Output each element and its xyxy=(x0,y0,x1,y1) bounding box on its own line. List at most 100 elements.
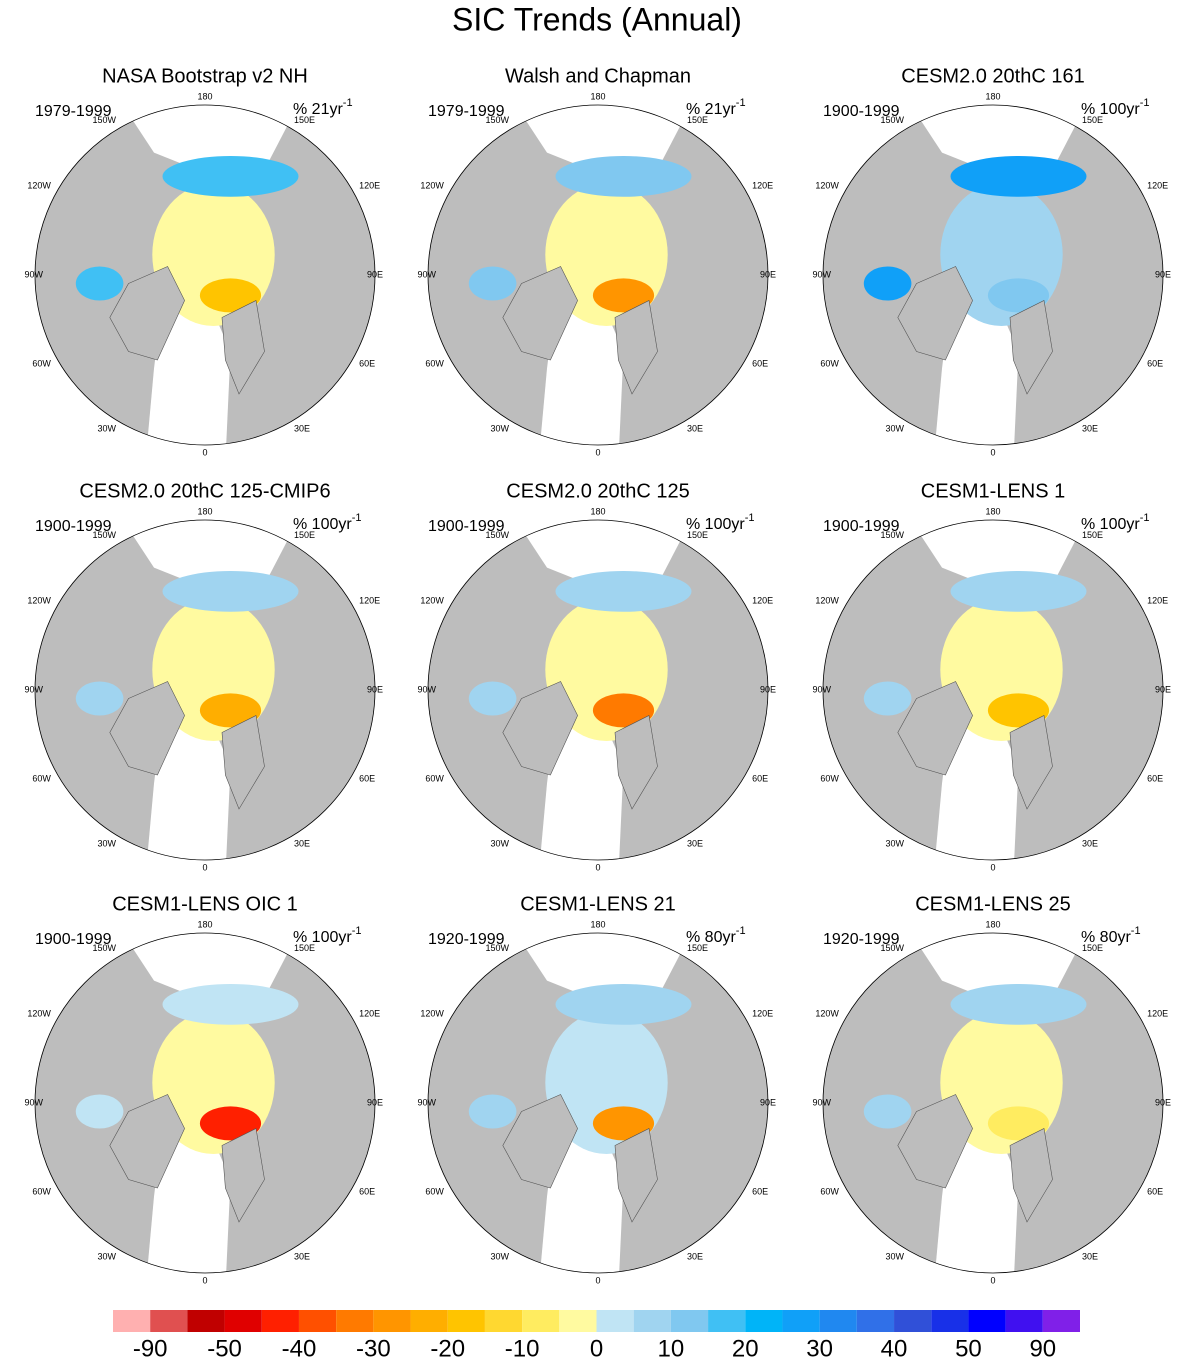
sea-ice-trend xyxy=(468,681,517,716)
longitude-label: 0 xyxy=(202,447,207,457)
longitude-label: 150E xyxy=(294,943,315,953)
ocean xyxy=(933,1128,1019,1273)
longitude-label: 180 xyxy=(985,506,1000,516)
units-exponent: -1 xyxy=(1140,97,1150,109)
land xyxy=(1009,1128,1053,1223)
units: % 21yr-1 xyxy=(686,97,746,118)
land xyxy=(614,300,658,395)
longitude-label: 30W xyxy=(490,424,509,434)
longitude-label: 90E xyxy=(1155,684,1171,694)
period: 1900-1999 xyxy=(35,518,112,535)
longitude-label: 150E xyxy=(1082,530,1103,540)
ocean xyxy=(538,715,624,860)
sea-ice-trend xyxy=(592,693,655,728)
longitude-label: 120E xyxy=(359,595,380,605)
units-exponent: -1 xyxy=(1140,512,1150,524)
longitude-label: 30W xyxy=(885,1252,904,1262)
map-panel: 0 30E 60E 90E 120E 150E 180 150W 120W 90W 60W 30W CE… xyxy=(24,893,383,1285)
map-border xyxy=(34,519,376,861)
colorbar-label: 10 xyxy=(658,1335,685,1362)
longitude-label: 150W xyxy=(92,530,116,540)
longitude-label: 150E xyxy=(687,943,708,953)
period: 1920-1999 xyxy=(428,931,505,948)
sea-ice-trend xyxy=(199,278,262,313)
longitude-label: 90E xyxy=(760,1097,776,1107)
ocean xyxy=(538,1128,624,1273)
colorbar-box xyxy=(596,1310,634,1332)
colorbar-box xyxy=(782,1310,820,1332)
colorbar-box xyxy=(484,1310,523,1332)
panel-title: CESM2.0 20thC 125-CMIP6 xyxy=(79,480,330,502)
longitude-label: 30W xyxy=(885,424,904,434)
longitude-label: 90E xyxy=(760,269,776,279)
colorbar-box xyxy=(261,1310,299,1332)
longitude-label: 150E xyxy=(687,115,708,125)
longitude-label: 90E xyxy=(367,684,383,694)
longitude-label: 60E xyxy=(752,1186,768,1196)
map xyxy=(35,933,375,1273)
ocean xyxy=(933,715,1019,860)
colorbar-box xyxy=(559,1310,597,1332)
map-panel: 0 30E 60E 90E 120E 150E 180 150W 120W 90W 60W 30W Wa… xyxy=(417,65,776,457)
map-border xyxy=(427,104,769,446)
period: 1900-1999 xyxy=(823,103,900,120)
colorbar-label: -90 xyxy=(133,1335,168,1362)
sea-ice-trend xyxy=(162,571,299,612)
land xyxy=(502,1094,578,1189)
panel-title: CESM2.0 20thC 125 xyxy=(506,480,689,502)
colorbar-box xyxy=(1042,1310,1080,1332)
colorbar-box xyxy=(819,1310,857,1332)
longitude-label: 120W xyxy=(420,180,444,190)
colorbar-box xyxy=(745,1310,783,1332)
sea-ice-trend xyxy=(863,681,912,716)
longitude-label: 60E xyxy=(359,358,375,368)
colorbar-label: -20 xyxy=(430,1335,465,1362)
sea-ice-trend xyxy=(75,681,124,716)
sea-ice-trend xyxy=(199,693,262,728)
map-panel: 0 30E 60E 90E 120E 150E 180 150W 120W 90W 60W 30W CE… xyxy=(417,893,776,1285)
units-base: % 100yr xyxy=(1081,101,1140,118)
longitude-label: 120W xyxy=(420,595,444,605)
units-exponent: -1 xyxy=(1131,925,1141,937)
colorbar-label: -10 xyxy=(505,1335,540,1362)
longitude-label: 30E xyxy=(294,424,310,434)
panel-title: CESM1-LENS 25 xyxy=(915,893,1071,915)
longitude-label: 120E xyxy=(1147,180,1168,190)
longitude-label: 30W xyxy=(490,839,509,849)
longitude-label: 60E xyxy=(752,358,768,368)
map-border xyxy=(822,519,1164,861)
longitude-label: 0 xyxy=(202,862,207,872)
sea-ice-trend xyxy=(592,1106,655,1141)
longitude-label: 90W xyxy=(812,1097,831,1107)
land xyxy=(897,266,973,361)
longitude-label: 90W xyxy=(24,684,43,694)
colorbar-box xyxy=(410,1310,448,1332)
longitude-label: 150E xyxy=(687,530,708,540)
sea-ice-trend xyxy=(468,1094,517,1129)
colorbar-box xyxy=(447,1310,485,1332)
sea-ice-trend xyxy=(75,1094,124,1129)
longitude-label: 60E xyxy=(1147,773,1163,783)
period: 1900-1999 xyxy=(428,518,505,535)
longitude-label: 180 xyxy=(590,91,605,101)
units-base: % 80yr xyxy=(686,929,736,946)
colorbar-label: 90 xyxy=(1029,1335,1056,1362)
longitude-label: 150E xyxy=(294,530,315,540)
longitude-label: 30E xyxy=(687,839,703,849)
sea-ice-trend xyxy=(75,266,124,301)
colorbar-box xyxy=(894,1310,932,1332)
colorbar-box xyxy=(708,1310,746,1332)
longitude-label: 60W xyxy=(820,1186,839,1196)
map-border xyxy=(427,932,769,1274)
units-exponent: -1 xyxy=(343,97,353,109)
longitude-label: 60W xyxy=(425,358,444,368)
longitude-label: 120E xyxy=(1147,595,1168,605)
longitude-label: 150W xyxy=(485,115,509,125)
colorbar-label: -30 xyxy=(356,1335,391,1362)
colorbar-box xyxy=(336,1310,374,1332)
longitude-label: 30E xyxy=(294,1252,310,1262)
units: % 80yr-1 xyxy=(686,925,746,946)
colorbar-box xyxy=(670,1310,709,1332)
longitude-label: 30W xyxy=(490,1252,509,1262)
map-border xyxy=(34,932,376,1274)
